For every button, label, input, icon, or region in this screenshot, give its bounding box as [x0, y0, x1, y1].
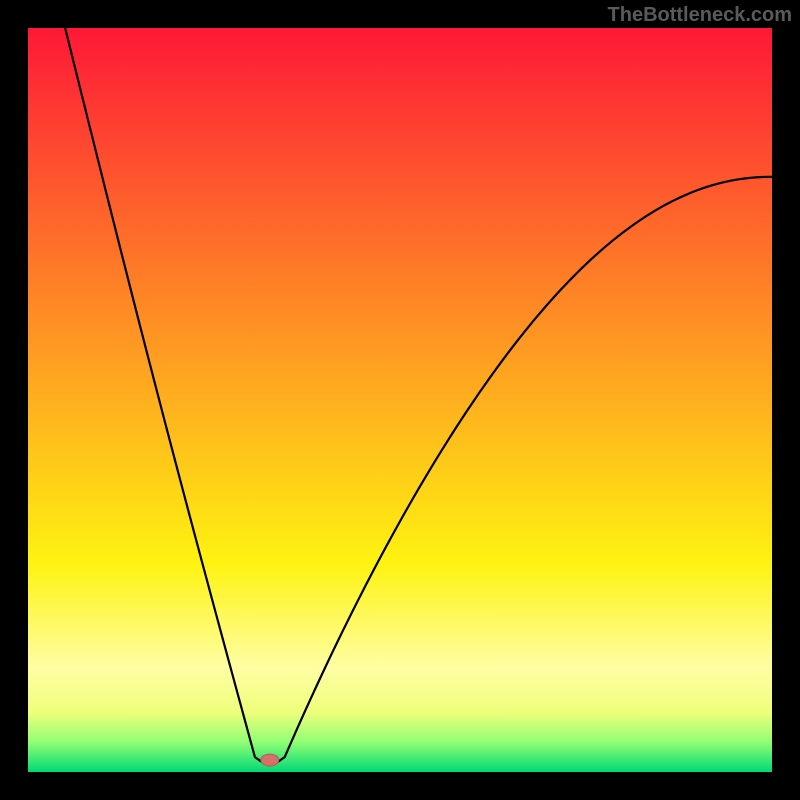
- plot-background: [28, 28, 772, 772]
- optimum-marker: [261, 754, 279, 766]
- chart-stage: TheBottleneck.com: [0, 0, 800, 800]
- watermark-text: TheBottleneck.com: [608, 4, 792, 27]
- chart-svg: [0, 0, 800, 800]
